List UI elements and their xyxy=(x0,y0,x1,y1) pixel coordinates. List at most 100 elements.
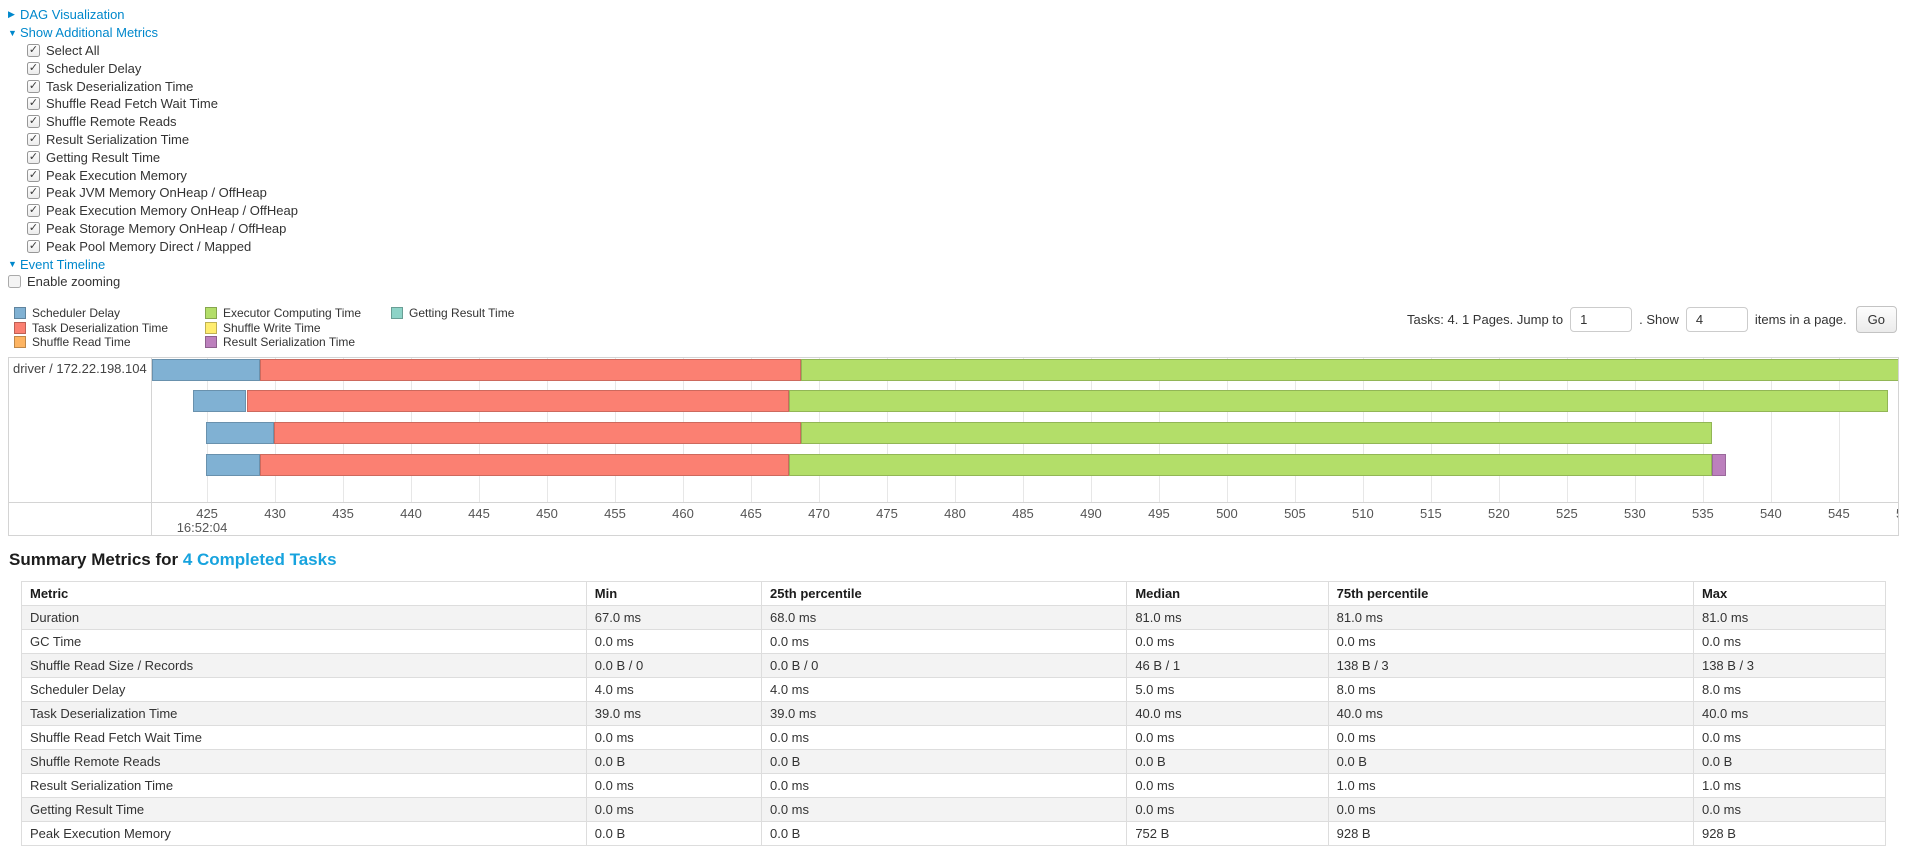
metric-checkbox-label: Select All xyxy=(46,42,100,58)
metric-name-cell: Shuffle Read Fetch Wait Time xyxy=(21,724,587,750)
executor-computing-time-segment[interactable] xyxy=(789,389,1888,412)
checkbox-icon[interactable]: ✓ xyxy=(27,150,40,164)
legend-item: Shuffle Write Time xyxy=(205,320,391,335)
pagination-prefix-text: Tasks: 4. 1 Pages. Jump to xyxy=(1407,311,1564,327)
timeline-header: Scheduler Delay Task Deserialization Time… xyxy=(8,303,1899,349)
metric-checkbox-row: ✓ Task Deserialization Time xyxy=(8,77,1907,95)
metric-value-cell: 81.0 ms xyxy=(1327,604,1694,630)
metric-checkbox-row: ✓ Shuffle Remote Reads xyxy=(8,113,1907,131)
timeline-axis: 16:52:04 425 430 435 440 445 450 455 460 465 470 4… xyxy=(152,503,1898,535)
metric-value-cell: 0.0 B xyxy=(585,820,762,846)
executor-computing-time-segment[interactable] xyxy=(801,358,1898,381)
checkbox-icon[interactable]: ✓ xyxy=(27,239,40,253)
completed-tasks-link[interactable]: 4 Completed Tasks xyxy=(182,549,337,569)
scheduler-delay-segment[interactable] xyxy=(152,358,261,381)
jump-to-page-input[interactable] xyxy=(1570,306,1633,332)
items-per-page-input[interactable] xyxy=(1685,306,1748,332)
checkbox-icon[interactable]: ✓ xyxy=(27,221,40,235)
metric-name-cell: GC Time xyxy=(21,628,587,654)
show-additional-metrics-toggle[interactable]: ▼ Show Additional Metrics xyxy=(8,24,1907,42)
legend-column: Scheduler Delay Task Deserialization Time… xyxy=(14,306,205,350)
checkbox-icon[interactable]: ✓ xyxy=(27,97,40,111)
task-deserialization-time-segment[interactable] xyxy=(273,421,802,444)
legend-label: Shuffle Read Time xyxy=(32,335,131,349)
metric-value-cell: 46 B / 1 xyxy=(1126,652,1329,678)
scheduler-delay-segment[interactable] xyxy=(192,389,247,412)
arrow-down-icon: ▼ xyxy=(8,27,17,38)
metric-value-cell: 138 B / 3 xyxy=(1692,652,1887,678)
go-button[interactable]: Go xyxy=(1855,305,1897,333)
metric-name-cell: Scheduler Delay xyxy=(21,676,587,702)
shuffle-read-time-swatch xyxy=(14,336,26,348)
pagination-mid-text: . Show xyxy=(1639,311,1679,327)
task-deserialization-time-segment[interactable] xyxy=(246,389,790,412)
checkbox-icon[interactable]: ✓ xyxy=(27,132,40,146)
metric-value-cell: 0.0 ms xyxy=(1126,724,1329,750)
metric-value-cell: 0.0 ms xyxy=(1692,724,1887,750)
table-row: Task Deserialization Time 39.0 ms 39.0 ms 4… xyxy=(21,700,1887,726)
metric-value-cell: 68.0 ms xyxy=(760,604,1128,630)
axis-tick-label: 530 xyxy=(1624,505,1646,521)
checkbox-icon[interactable]: ✓ xyxy=(27,168,40,182)
metric-value-cell: 81.0 ms xyxy=(1126,604,1329,630)
table-row: Peak Execution Memory 0.0 B 0.0 B 752 B 928 … xyxy=(21,820,1887,846)
metric-value-cell: 0.0 ms xyxy=(760,772,1128,798)
event-timeline-label: Event Timeline xyxy=(20,256,106,272)
table-row: GC Time 0.0 ms 0.0 ms 0.0 ms 0.0 ms 0.0 ms xyxy=(21,628,1887,654)
scheduler-delay-segment[interactable] xyxy=(206,453,261,476)
metric-value-cell: 0.0 ms xyxy=(1692,796,1887,822)
table-row: Shuffle Read Size / Records 0.0 B / 0 0.0 … xyxy=(21,652,1887,678)
metric-checkbox-row: ✓ Peak Execution Memory OnHeap / OffHeap xyxy=(8,202,1907,220)
metric-value-cell: 39.0 ms xyxy=(585,700,762,726)
metric-value-cell: 0.0 ms xyxy=(1126,796,1329,822)
axis-tick-label: 540 xyxy=(1759,505,1782,521)
checkbox-icon[interactable]: ✓ xyxy=(27,115,40,129)
axis-tick-label: 485 xyxy=(1012,505,1034,521)
column-header: Metric xyxy=(21,580,587,606)
event-timeline-toggle[interactable]: ▼ Event Timeline xyxy=(8,255,1907,273)
checkbox-icon[interactable]: ✓ xyxy=(27,186,40,200)
task-deserialization-time-segment[interactable] xyxy=(260,358,802,381)
legend-label: Getting Result Time xyxy=(409,306,515,320)
executor-computing-time-segment[interactable] xyxy=(789,453,1713,476)
axis-tick-label: 465 xyxy=(740,505,762,521)
dag-visualization-toggle[interactable]: ▶ DAG Visualization xyxy=(8,6,1907,24)
checkbox-icon[interactable]: ✓ xyxy=(27,43,40,57)
metric-value-cell: 0.0 ms xyxy=(585,772,762,798)
legend-label: Scheduler Delay xyxy=(32,306,121,320)
axis-tick-label: 430 xyxy=(264,505,286,521)
summary-metrics-section: Summary Metrics for 4 Completed Tasks Me… xyxy=(9,550,1899,846)
metric-value-cell: 0.0 ms xyxy=(760,628,1128,654)
metric-name-cell: Duration xyxy=(21,604,587,630)
axis-time-label: 16:52:04 xyxy=(176,519,228,535)
axis-tick-label: 475 xyxy=(876,505,898,521)
executor-computing-time-segment[interactable] xyxy=(801,421,1713,444)
task-deserialization-time-segment[interactable] xyxy=(260,453,790,476)
metric-checkbox-label: Task Deserialization Time xyxy=(46,78,194,94)
task-pagination: Tasks: 4. 1 Pages. Jump to . Show items … xyxy=(1407,305,1897,333)
metric-checkbox-row: ✓ Scheduler Delay xyxy=(8,59,1907,77)
axis-tick-label: 445 xyxy=(468,505,490,521)
metric-value-cell: 0.0 ms xyxy=(1327,724,1694,750)
metric-checkbox-label: Peak Execution Memory OnHeap / OffHeap xyxy=(46,203,298,219)
enable-zooming-label: Enable zooming xyxy=(27,274,121,290)
enable-zooming-checkbox[interactable] xyxy=(8,275,21,289)
axis-tick-label: 470 xyxy=(808,505,830,521)
scheduler-delay-segment[interactable] xyxy=(206,421,274,444)
result-serialization-time-segment[interactable] xyxy=(1712,453,1726,476)
metric-checkbox-row: ✓ Peak Storage Memory OnHeap / OffHeap xyxy=(8,220,1907,238)
shuffle-write-time-swatch xyxy=(205,321,217,334)
arrow-right-icon: ▶ xyxy=(8,9,15,20)
checkbox-icon[interactable]: ✓ xyxy=(27,204,40,218)
additional-metrics-checkbox-list: ✓ Select All ✓ Scheduler Delay ✓ Task Deseria… xyxy=(8,42,1907,256)
axis-tick-label: 480 xyxy=(944,505,966,521)
axis-tick-label: 550 xyxy=(1896,506,1898,521)
metric-value-cell: 40.0 ms xyxy=(1692,700,1887,726)
checkbox-icon[interactable]: ✓ xyxy=(27,79,40,93)
column-header: Max xyxy=(1692,580,1887,606)
checkbox-icon[interactable]: ✓ xyxy=(27,61,40,75)
timeline-legend: Scheduler Delay Task Deserialization Time… xyxy=(8,303,1899,350)
summary-title-prefix: Summary Metrics for xyxy=(9,549,183,569)
metric-checkbox-label: Result Serialization Time xyxy=(46,131,190,147)
metric-checkbox-label: Shuffle Read Fetch Wait Time xyxy=(46,96,218,112)
